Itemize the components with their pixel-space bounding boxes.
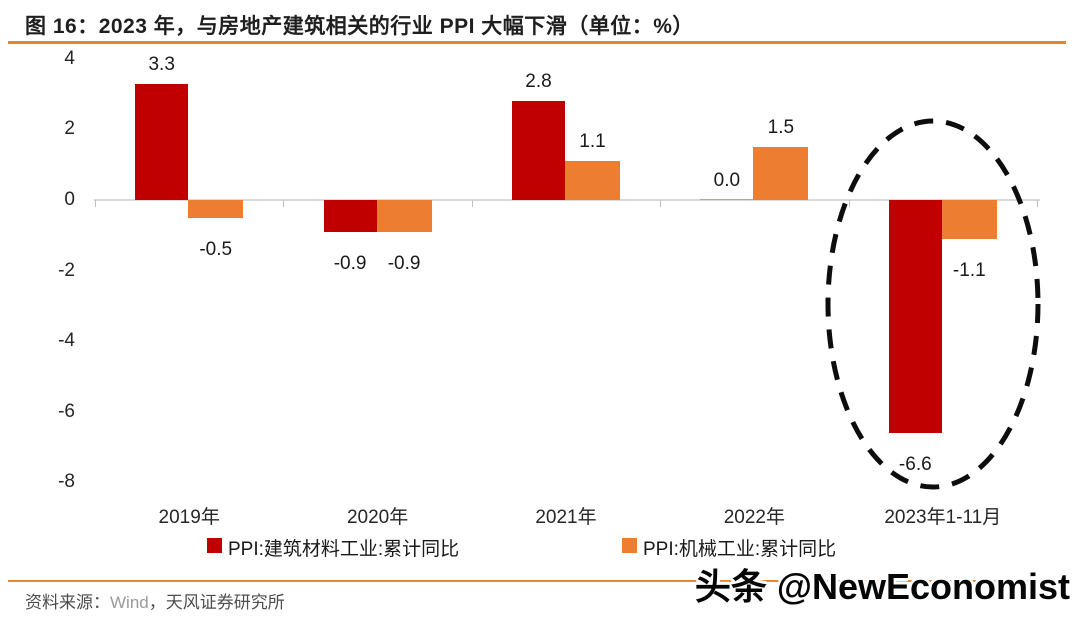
footer-rule xyxy=(8,580,1066,582)
axis-tick xyxy=(471,200,473,207)
bar-value-label: 1.5 xyxy=(767,117,795,139)
bar-orange-2021年 xyxy=(565,161,620,200)
legend-label: PPI:机械工业:累计同比 xyxy=(643,539,837,560)
bar-orange-2020年 xyxy=(376,200,432,232)
bar-value-label: 1.1 xyxy=(579,131,606,153)
y-tick-label: 0 xyxy=(64,189,75,210)
bar-value-label: 2.8 xyxy=(525,71,552,93)
y-tick-label: 4 xyxy=(64,47,75,69)
axis-tick xyxy=(848,200,850,207)
axis-tick xyxy=(1037,200,1038,207)
bar-red-2019年 xyxy=(135,83,189,200)
axis-tick xyxy=(283,200,285,207)
y-tick-label: -4 xyxy=(58,330,75,352)
source-wind: Wind xyxy=(110,593,149,612)
bar-value-label: -6.6 xyxy=(898,453,932,475)
x-axis-label-2020年: 2020年 xyxy=(346,507,409,528)
axis-tick xyxy=(95,200,96,207)
bar-orange-2023年1-11月 xyxy=(941,200,997,239)
x-axis-label-2021年: 2021年 xyxy=(535,507,597,528)
y-tick-label: 2 xyxy=(64,118,75,140)
chart-title: 图 16：2023 年，与房地产建筑相关的行业 PPI 大幅下滑（单位：%） xyxy=(25,15,694,38)
bar-orange-2022年 xyxy=(753,147,809,200)
bar-orange-2019年 xyxy=(188,200,244,218)
bar-value-label: -0.9 xyxy=(333,252,367,274)
title-underline xyxy=(8,41,1066,44)
bar-value-label: 0.0 xyxy=(713,170,741,191)
y-tick-label: -2 xyxy=(58,259,75,281)
source-line: 资料来源：Wind，天风证券研究所 xyxy=(25,588,285,613)
bar-red-2020年 xyxy=(323,200,377,232)
bar-value-label: -0.5 xyxy=(199,238,233,260)
x-axis-label-2023年1-11月: 2023年1-11月 xyxy=(884,507,1002,528)
bar-value-label: 3.3 xyxy=(148,53,175,75)
bar-value-label: -0.9 xyxy=(387,252,421,274)
bar-value-label: -1.1 xyxy=(952,259,986,281)
legend-item-machinery: PPI:机械工业:累计同比 xyxy=(622,534,836,561)
legend-swatch-red xyxy=(207,538,222,553)
watermark: 头条 @NewEconomist xyxy=(694,566,1070,607)
bar-red-2023年1-11月 xyxy=(888,200,942,433)
x-axis-baseline xyxy=(94,199,1040,201)
x-axis-label-2022年: 2022年 xyxy=(723,507,786,528)
y-tick-label: -8 xyxy=(58,471,75,493)
axis-tick xyxy=(660,200,662,207)
x-axis-label-2019年: 2019年 xyxy=(158,507,220,528)
legend-swatch-orange xyxy=(622,538,637,553)
bar-red-2021年 xyxy=(512,101,565,200)
source-prefix: 资料来源： xyxy=(25,593,110,612)
legend-label: PPI:建筑材料工业:累计同比 xyxy=(228,539,460,560)
y-tick-label: -6 xyxy=(58,400,75,422)
source-suffix: ，天风证券研究所 xyxy=(148,593,285,612)
bar-red-2022年 xyxy=(700,198,754,200)
legend-item-building-materials: PPI:建筑材料工业:累计同比 xyxy=(207,534,459,561)
